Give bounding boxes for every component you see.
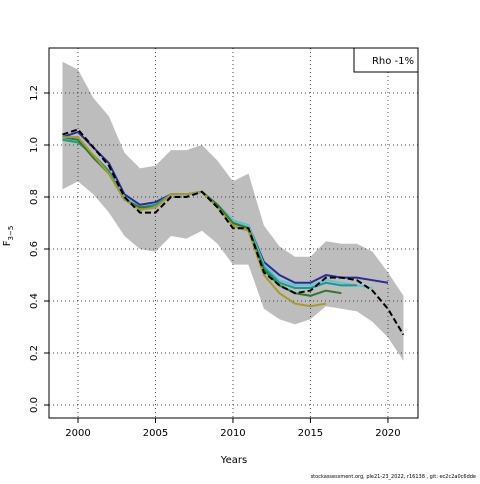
y-tick-label: 1.0 (29, 137, 40, 153)
series-line (62, 128, 405, 336)
x-tick-label: 2000 (65, 428, 90, 439)
y-tick-label: 0.8 (29, 189, 40, 205)
y-label-sub: 3−5 (7, 226, 15, 241)
series-line (62, 136, 327, 308)
y-tick-label: 0.6 (29, 241, 40, 257)
y-tick-label: 0.4 (29, 293, 40, 309)
legend-text: Rho -1% (372, 56, 414, 67)
x-tick-label: 2015 (298, 428, 323, 439)
legend-box (353, 47, 419, 73)
x-tick-label: 2020 (375, 428, 400, 439)
footer: stockassessment.org, ple21-23_2022, r161… (311, 474, 476, 480)
y-tick-label: 1.2 (29, 85, 40, 101)
x-tick-label: 2010 (220, 428, 245, 439)
y-tick-label: 0.0 (29, 397, 40, 413)
y-axis-label: F3−5 (2, 226, 15, 247)
x-axis-label: Years (220, 455, 247, 466)
x-tick-label: 2005 (143, 428, 168, 439)
y-tick-label: 0.2 (29, 345, 40, 361)
y-label-main: F (2, 240, 13, 246)
confidence-band (62, 61, 404, 361)
plot-frame (48, 47, 419, 419)
